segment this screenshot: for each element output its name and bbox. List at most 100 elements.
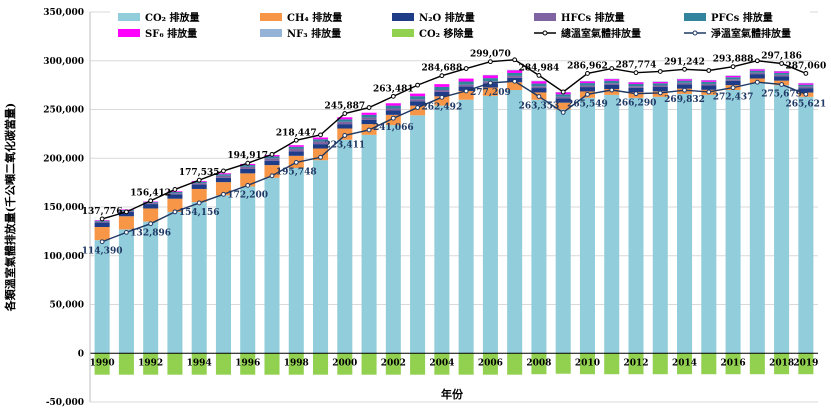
bar-removal-2018 <box>774 353 790 375</box>
bar-co2-2004 <box>434 105 450 354</box>
bar-co2-1994 <box>191 202 207 354</box>
bar-hfcs-2009 <box>555 96 571 99</box>
total-value-label: 297,186 <box>761 51 802 61</box>
point-net-2009 <box>560 110 566 115</box>
bar-sf6-2017 <box>749 69 765 71</box>
point-total-2002 <box>390 93 396 99</box>
total-value-label: 218,447 <box>276 128 317 138</box>
bar-n2o-2016 <box>725 80 741 86</box>
bar-hfcs-2012 <box>628 86 644 88</box>
y-tick-label: 50,000 <box>50 301 84 311</box>
point-total-1999 <box>318 132 323 138</box>
point-net-2015 <box>706 89 712 95</box>
bar-co2-1995 <box>215 195 231 354</box>
x-tick-label: 1994 <box>187 358 212 368</box>
bar-pfcs-2005 <box>458 81 474 85</box>
total-value-label: 245,887 <box>324 102 365 112</box>
bar-nf3-2013 <box>652 81 668 82</box>
bar-sf6-2019 <box>798 83 814 85</box>
bar-removal-2002 <box>385 353 401 375</box>
y-tick-label: 300,000 <box>43 57 84 67</box>
bar-hfcs-1997 <box>264 158 280 161</box>
bar-removal-1992 <box>143 353 159 375</box>
bar-co2-1991 <box>118 229 134 354</box>
bar-co2-2011 <box>604 94 620 354</box>
total-value-label: 137,776 <box>82 207 123 217</box>
total-value-label: 284,984 <box>519 63 560 73</box>
x-tick-label: 2000 <box>332 358 357 368</box>
bar-sf6-2003 <box>410 93 426 97</box>
bar-nf3-2017 <box>749 68 765 70</box>
legend-label: HFCs 排放量 <box>561 11 625 24</box>
bar-co2-1993 <box>167 211 183 354</box>
bar-removal-1990 <box>94 353 110 375</box>
net-value-label: 114,390 <box>82 247 123 257</box>
bar-pfcs-2001 <box>361 114 377 118</box>
net-value-label: 266,290 <box>616 99 657 109</box>
bar-nf3-2010 <box>579 80 595 82</box>
bar-sf6-2008 <box>531 81 547 84</box>
legend-label: CO₂ 移除量 <box>419 27 474 40</box>
x-tick-label: 1998 <box>284 358 309 368</box>
bar-hfcs-2008 <box>531 86 547 89</box>
bar-hfcs-2013 <box>652 85 668 87</box>
point-total-1996 <box>245 160 251 166</box>
bar-removal-2011 <box>604 353 620 375</box>
bar-n2o-1990 <box>94 222 110 227</box>
point-net-2019 <box>803 91 809 97</box>
point-total-1993 <box>172 187 178 192</box>
net-value-label: 241,066 <box>373 123 414 133</box>
bar-removal-2001 <box>361 353 377 375</box>
axes <box>89 12 818 402</box>
legend-label: CH₄ 排放量 <box>287 11 342 24</box>
point-total-1995 <box>221 168 226 174</box>
bar-n2o-2001 <box>361 119 377 125</box>
point-net-2013 <box>657 90 663 96</box>
bar-removal-2005 <box>458 353 474 375</box>
bar-hfcs-1994 <box>191 183 207 185</box>
point-total-1992 <box>148 198 154 204</box>
bar-nf3-2006 <box>482 74 498 76</box>
total-value-label: 156,412 <box>130 189 171 199</box>
bar-pfcs-1999 <box>313 139 329 142</box>
net-value-label: 195,748 <box>276 167 317 177</box>
bar-n2o-2010 <box>579 87 595 92</box>
bar-removal-1991 <box>118 353 134 375</box>
bar-n2o-2004 <box>434 91 450 97</box>
point-total-2007 <box>512 57 518 63</box>
point-total-2013 <box>657 69 663 74</box>
point-total-2003 <box>415 82 421 88</box>
bar-nf3-2011 <box>604 78 620 80</box>
x-axis-title: 年份 <box>441 387 464 401</box>
net-value-label: 265,621 <box>786 99 827 109</box>
bar-n2o-1999 <box>313 144 329 149</box>
point-net-2012 <box>633 91 639 97</box>
bar-hfcs-2010 <box>579 85 595 88</box>
bar-hfcs-2007 <box>507 75 523 78</box>
net-value-label: 265,549 <box>567 99 608 109</box>
bar-n2o-2008 <box>531 88 547 93</box>
bar-sf6-2007 <box>507 70 523 73</box>
y-tick-label: 200,000 <box>43 154 84 164</box>
bar-pfcs-2014 <box>677 80 693 83</box>
y-axis-title: 各類溫室氣體排放量(千公噸二氧化碳當量) <box>3 103 17 312</box>
x-tick-label: 2004 <box>429 358 454 368</box>
legend-swatch <box>392 29 414 37</box>
bar-pfcs-2002 <box>385 105 401 109</box>
x-tick-label: 2012 <box>623 358 648 368</box>
bar-ch4-2006 <box>482 87 498 96</box>
point-net-1990 <box>99 239 105 245</box>
bar-nf3-2019 <box>798 82 814 84</box>
bar-pfcs-1998 <box>288 146 304 149</box>
net-value-label: 262,492 <box>422 102 463 112</box>
point-net-2017 <box>754 79 760 85</box>
bar-n2o-1992 <box>143 204 159 209</box>
bar-hfcs-2014 <box>677 82 693 85</box>
total-value-label: 263,481 <box>373 84 414 94</box>
bar-sf6-2012 <box>628 82 644 84</box>
point-total-2008 <box>536 72 542 78</box>
bar-co2-2013 <box>652 96 668 354</box>
bar-sf6-1999 <box>313 137 329 140</box>
bar-co2-2005 <box>458 99 474 354</box>
bar-removal-1996 <box>240 353 256 375</box>
